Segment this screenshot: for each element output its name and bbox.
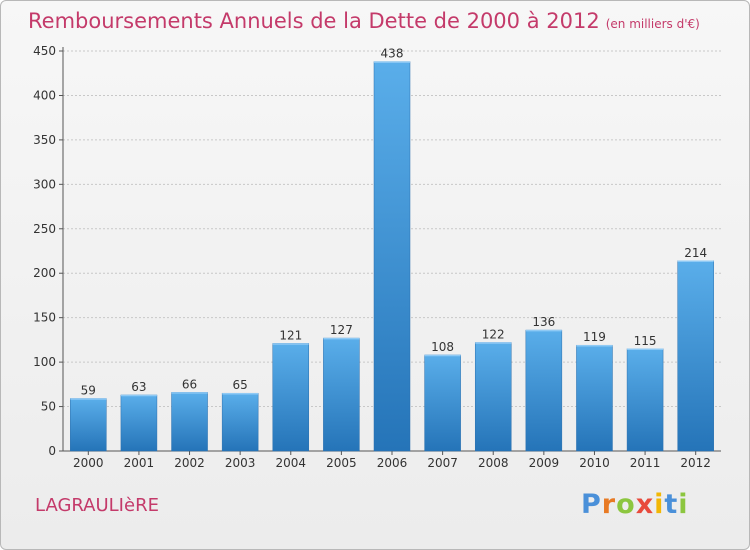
chart-title-text: Remboursements Annuels de la Dette de 20… <box>28 9 600 33</box>
logo-letter: r <box>601 489 617 520</box>
chart-title: Remboursements Annuels de la Dette de 20… <box>28 9 700 33</box>
y-tick-label: 250 <box>33 222 56 236</box>
bar <box>525 329 563 452</box>
x-tick-label: 2010 <box>579 456 610 470</box>
data-label: 122 <box>482 328 505 342</box>
x-tick-label: 2005 <box>326 456 357 470</box>
logo-letter: t <box>664 489 679 520</box>
logo-letter: o <box>616 489 636 520</box>
labels: 59 2000 63 2001 66 2002 65 2003 121 2004 127 2005 43… <box>73 47 711 470</box>
x-tick-label: 2003 <box>225 456 256 470</box>
logo-letter: i <box>654 489 665 520</box>
data-label: 438 <box>381 47 404 61</box>
x-tick-label: 2000 <box>73 456 104 470</box>
bar <box>70 398 107 452</box>
bar <box>323 337 360 452</box>
data-label: 108 <box>431 340 454 354</box>
chart-subtitle: (en milliers d'€) <box>605 17 700 31</box>
y-tick-label: 0 <box>48 444 56 458</box>
y-tick-label: 450 <box>33 44 56 58</box>
data-label: 214 <box>684 246 707 260</box>
bar <box>424 354 461 452</box>
y-tick-label: 100 <box>33 355 56 369</box>
bar <box>171 392 208 452</box>
bar <box>474 342 512 452</box>
y-tick-label: 50 <box>41 400 56 414</box>
y-tick-label: 400 <box>33 88 56 102</box>
bar <box>120 394 158 452</box>
y-tick-label: 300 <box>33 177 56 191</box>
logo-letter: P <box>581 489 602 520</box>
commune-name: LAGRAULIèRE <box>35 495 159 516</box>
bars <box>70 61 714 452</box>
bar <box>272 343 310 452</box>
bar <box>626 348 664 452</box>
data-label: 119 <box>583 330 606 344</box>
x-tick-label: 2008 <box>478 456 509 470</box>
data-label: 121 <box>279 328 302 342</box>
data-label: 63 <box>131 380 146 394</box>
logo-letter: i <box>678 489 689 520</box>
logo-letter: x <box>635 489 655 520</box>
data-label: 66 <box>182 377 197 391</box>
y-tick-label: 350 <box>33 133 56 147</box>
x-tick-label: 2006 <box>377 456 408 470</box>
bar <box>221 392 259 452</box>
data-label: 115 <box>634 334 657 348</box>
bar <box>576 344 613 452</box>
x-tick-label: 2002 <box>174 456 205 470</box>
data-label: 65 <box>233 378 248 392</box>
data-label: 136 <box>532 315 555 329</box>
data-label: 59 <box>81 384 96 398</box>
proxiti-logo[interactable]: Proxiti <box>581 489 689 520</box>
y-tick-label: 150 <box>33 311 56 325</box>
bar <box>677 260 714 452</box>
x-tick-label: 2011 <box>630 456 661 470</box>
bar <box>373 61 411 452</box>
data-label: 127 <box>330 323 353 337</box>
x-tick-label: 2004 <box>275 456 306 470</box>
x-tick-label: 2001 <box>124 456 155 470</box>
x-tick-label: 2007 <box>427 456 458 470</box>
y-tick-label: 200 <box>33 266 56 280</box>
x-tick-label: 2012 <box>680 456 711 470</box>
x-tick-label: 2009 <box>529 456 560 470</box>
